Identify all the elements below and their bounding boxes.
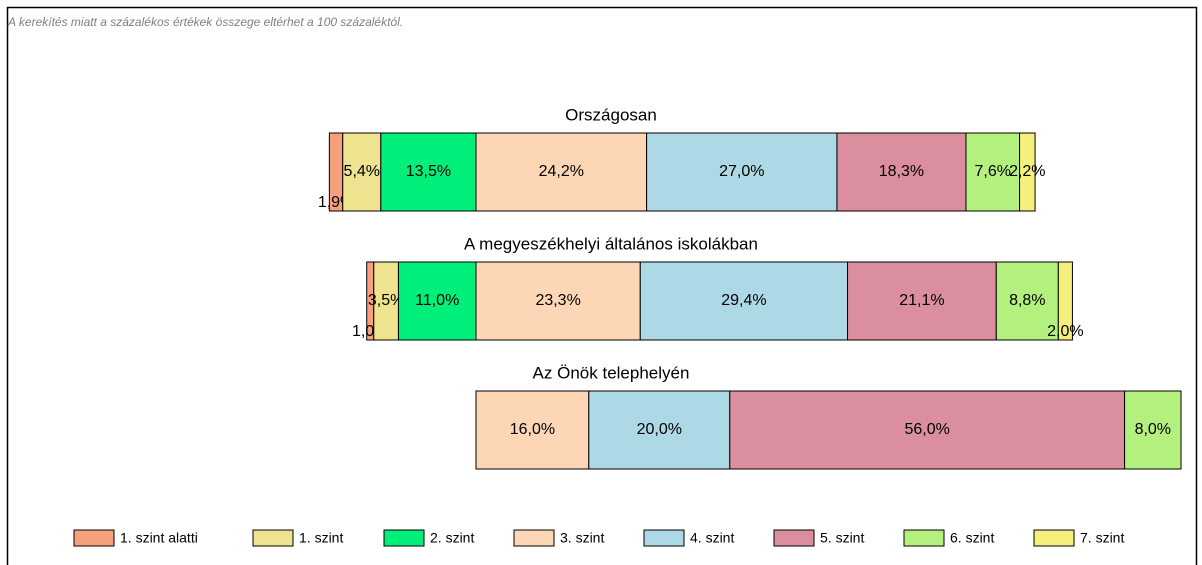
- legend-swatch: [513, 529, 555, 547]
- value-label: 27,0%: [719, 163, 764, 180]
- bar-segment: [847, 261, 997, 341]
- value-label: 18,3%: [879, 163, 924, 180]
- legend-swatch: [73, 529, 115, 547]
- legend-label: 3. szint: [560, 530, 604, 546]
- value-label: 2,0%: [1047, 323, 1083, 340]
- legend-label: 7. szint: [1080, 530, 1124, 546]
- value-label: 23,3%: [535, 292, 580, 309]
- legend-swatch: [903, 529, 945, 547]
- bar-segment: [836, 132, 967, 212]
- legend-swatch: [643, 529, 685, 547]
- value-label: 8,8%: [1009, 292, 1045, 309]
- bar-segment: [588, 390, 731, 470]
- legend-swatch: [1033, 529, 1075, 547]
- value-label: 24,2%: [539, 163, 584, 180]
- value-label: 29,4%: [721, 292, 766, 309]
- value-label: 13,5%: [406, 163, 451, 180]
- legend-label: 1. szint: [299, 530, 343, 546]
- legend-swatch: [773, 529, 815, 547]
- bar-segment: [646, 132, 838, 212]
- legend-label: 1. szint alatti: [120, 530, 198, 546]
- bar-segment: [373, 261, 399, 341]
- bar-segment: [475, 132, 648, 212]
- bar-segment: [1057, 261, 1073, 341]
- legend-label: 2. szint: [430, 530, 474, 546]
- value-label: 3,5%: [368, 292, 404, 309]
- legend-label: 4. szint: [690, 530, 734, 546]
- row-title: Országosan: [565, 105, 657, 124]
- value-label: 11,0%: [415, 292, 459, 309]
- bar-segment: [397, 261, 477, 341]
- value-label: 8,0%: [1135, 421, 1171, 438]
- row-title: Az Önök telephelyén: [533, 363, 690, 382]
- value-label: 5,4%: [344, 163, 380, 180]
- value-label: 2,2%: [1009, 163, 1045, 180]
- legend-swatch: [383, 529, 425, 547]
- bar-segment: [475, 390, 590, 470]
- bar-segment: [1019, 132, 1036, 212]
- note: A kerekítés miatt a százalékos értékek ö…: [7, 15, 403, 29]
- bar-segment: [729, 390, 1126, 470]
- value-label: 20,0%: [637, 421, 682, 438]
- value-label: 21,1%: [899, 292, 944, 309]
- frame: [6, 6, 1198, 565]
- legend-swatch: [252, 529, 294, 547]
- value-label: 7,6%: [975, 163, 1011, 180]
- bar-segment: [1124, 390, 1182, 470]
- legend-label: 6. szint: [950, 530, 994, 546]
- bar-segment: [965, 132, 1021, 212]
- legend-label: 5. szint: [820, 530, 864, 546]
- bar-segment: [475, 261, 641, 341]
- bar-segment: [342, 132, 382, 212]
- value-label: 56,0%: [905, 421, 950, 438]
- row-title: A megyeszékhelyi általános iskolákban: [464, 234, 758, 253]
- value-label: 16,0%: [510, 421, 555, 438]
